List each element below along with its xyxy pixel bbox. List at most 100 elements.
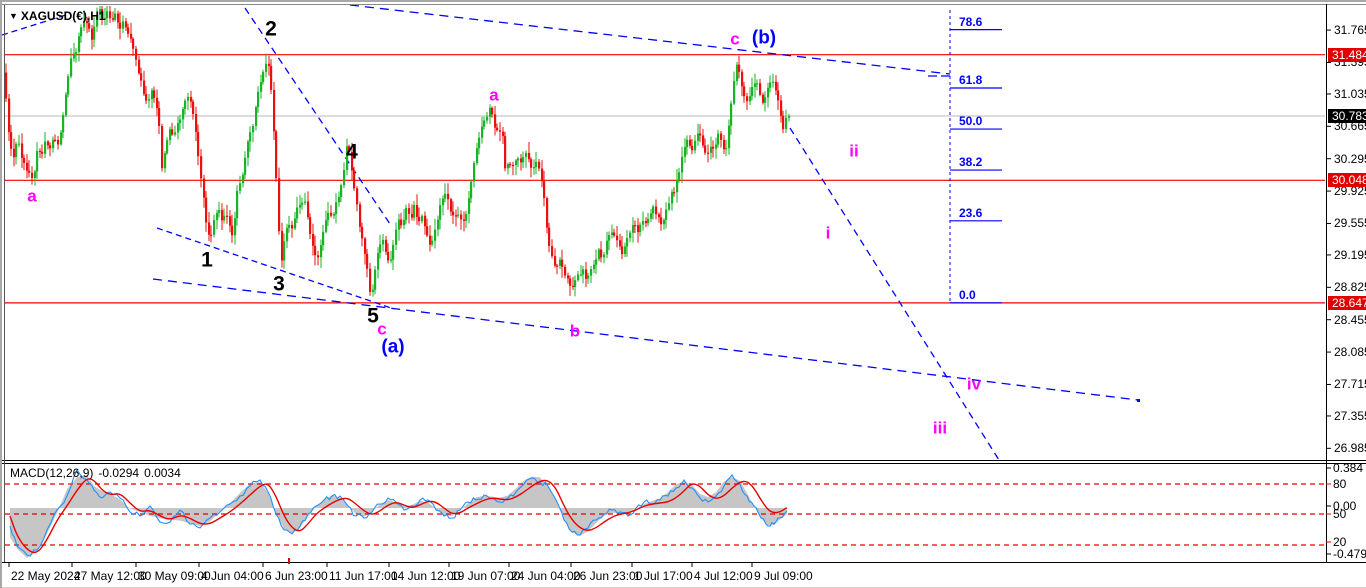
candle-body [715,144,718,149]
price-axis-label: 28.455 [1334,312,1366,327]
candle-body [733,81,736,104]
candle-body [101,9,104,19]
candle-body [179,119,182,123]
trendline-upper-descending[interactable] [349,4,951,75]
candle-body [650,213,653,219]
wave-label-iii[interactable]: iii [932,418,948,438]
price-axis-label: 26.985 [1334,441,1366,456]
candle-body [23,158,26,163]
candle-body [28,170,31,173]
candle-body [665,209,668,220]
candle-body [476,148,479,164]
candle-body [574,280,577,287]
symbol-label: XAGUSD(€),H1 [20,9,106,23]
wave-label-a[interactable]: a [27,186,37,206]
fibonacci-level-label: 23.6 [959,205,983,220]
time-axis-label: 4 Jul 12:00 [694,569,753,583]
time-axis-label: 22 May 2024 [11,569,81,583]
candle-body [122,21,125,29]
candle-body [619,240,622,247]
candle-body [171,129,174,135]
candle-body [333,214,336,216]
candle-body [421,215,424,222]
candle-body [741,71,744,87]
wave-label-2[interactable]: 2 [265,17,277,41]
candle-body [520,158,523,163]
candle-body [177,122,180,133]
trendline-steep-wave2[interactable] [244,7,391,225]
wave-label-c[interactable]: c [730,29,740,49]
candle-body [486,116,489,121]
time-axis-label: 24 Jun 04:00 [511,569,581,583]
wave-label-iv[interactable]: iv [966,374,982,394]
candle-body [756,83,759,85]
macd-scale-label: 20 [1333,535,1347,549]
trendline-long-lower[interactable] [152,278,1139,401]
candle-body [738,64,741,72]
candle-body [260,81,263,92]
wave-label-a[interactable]: a [489,85,499,105]
candle-body [712,146,715,149]
candle-body [166,140,169,154]
price-badge: 28.647 [1328,295,1366,310]
candle-body [41,151,44,154]
candle-body [496,127,499,131]
candle-body [442,198,445,206]
price-axis-label: 30.665 [1334,119,1366,134]
candle-body [187,96,190,101]
candle-body [174,132,177,135]
wave-label-c[interactable]: c [377,319,387,339]
wave-label-1[interactable]: 1 [201,248,213,272]
wave-label-b[interactable]: (b) [751,27,777,49]
candle-body [80,27,83,37]
candle-body [288,224,291,228]
candle-body [18,143,21,145]
candle-body [304,201,307,203]
wave-label-b[interactable]: b [569,321,581,341]
candle-body [31,172,34,178]
candle-body [348,146,351,152]
candle-body [645,221,648,224]
wave-label-a[interactable]: (a) [381,336,405,358]
candle-body [632,225,635,233]
candle-body [717,133,720,145]
candle-body [86,20,89,24]
candle-body [595,259,598,265]
trendline-steep-projection[interactable] [789,127,1000,461]
candle-body [491,107,494,115]
candle-body [465,213,468,221]
price-axis-label: 29.195 [1334,247,1366,262]
wave-label-3[interactable]: 3 [273,272,285,296]
wave-label-4[interactable]: 4 [346,140,358,164]
wave-label-5[interactable]: 5 [367,304,379,328]
candle-body [192,101,195,114]
candle-body [556,265,559,267]
candle-body [473,163,476,182]
candle-body [538,161,541,169]
price-axis-label: 28.825 [1334,280,1366,295]
candle-body [8,98,11,133]
trendline-wedge-mid[interactable] [156,227,395,310]
trendline-left-rising-support[interactable] [2,13,70,36]
time-axis-label: 6 Jun 23:00 [265,569,328,583]
candle-body [426,226,429,236]
candle-body [338,196,341,203]
wave-label-ii[interactable]: ii [849,141,859,161]
candle-body [229,216,232,226]
candle-body [408,208,411,214]
candle-body [551,246,554,257]
candle-body [463,219,466,221]
candle-body [517,158,520,161]
macd-histogram-area [10,474,787,558]
candle-body [658,214,661,218]
macd-indicator-label: MACD(12,26,9) -0.0294 0.0034 [10,466,186,480]
candle-body [164,153,167,169]
candle-body [411,213,414,218]
symbol-dropdown-icon[interactable]: ▼ [9,11,18,21]
candle-body [62,115,65,133]
wave-label-i[interactable]: i [825,223,831,243]
candle-body [660,217,663,225]
candle-body [507,164,510,169]
candle-body [60,132,63,145]
